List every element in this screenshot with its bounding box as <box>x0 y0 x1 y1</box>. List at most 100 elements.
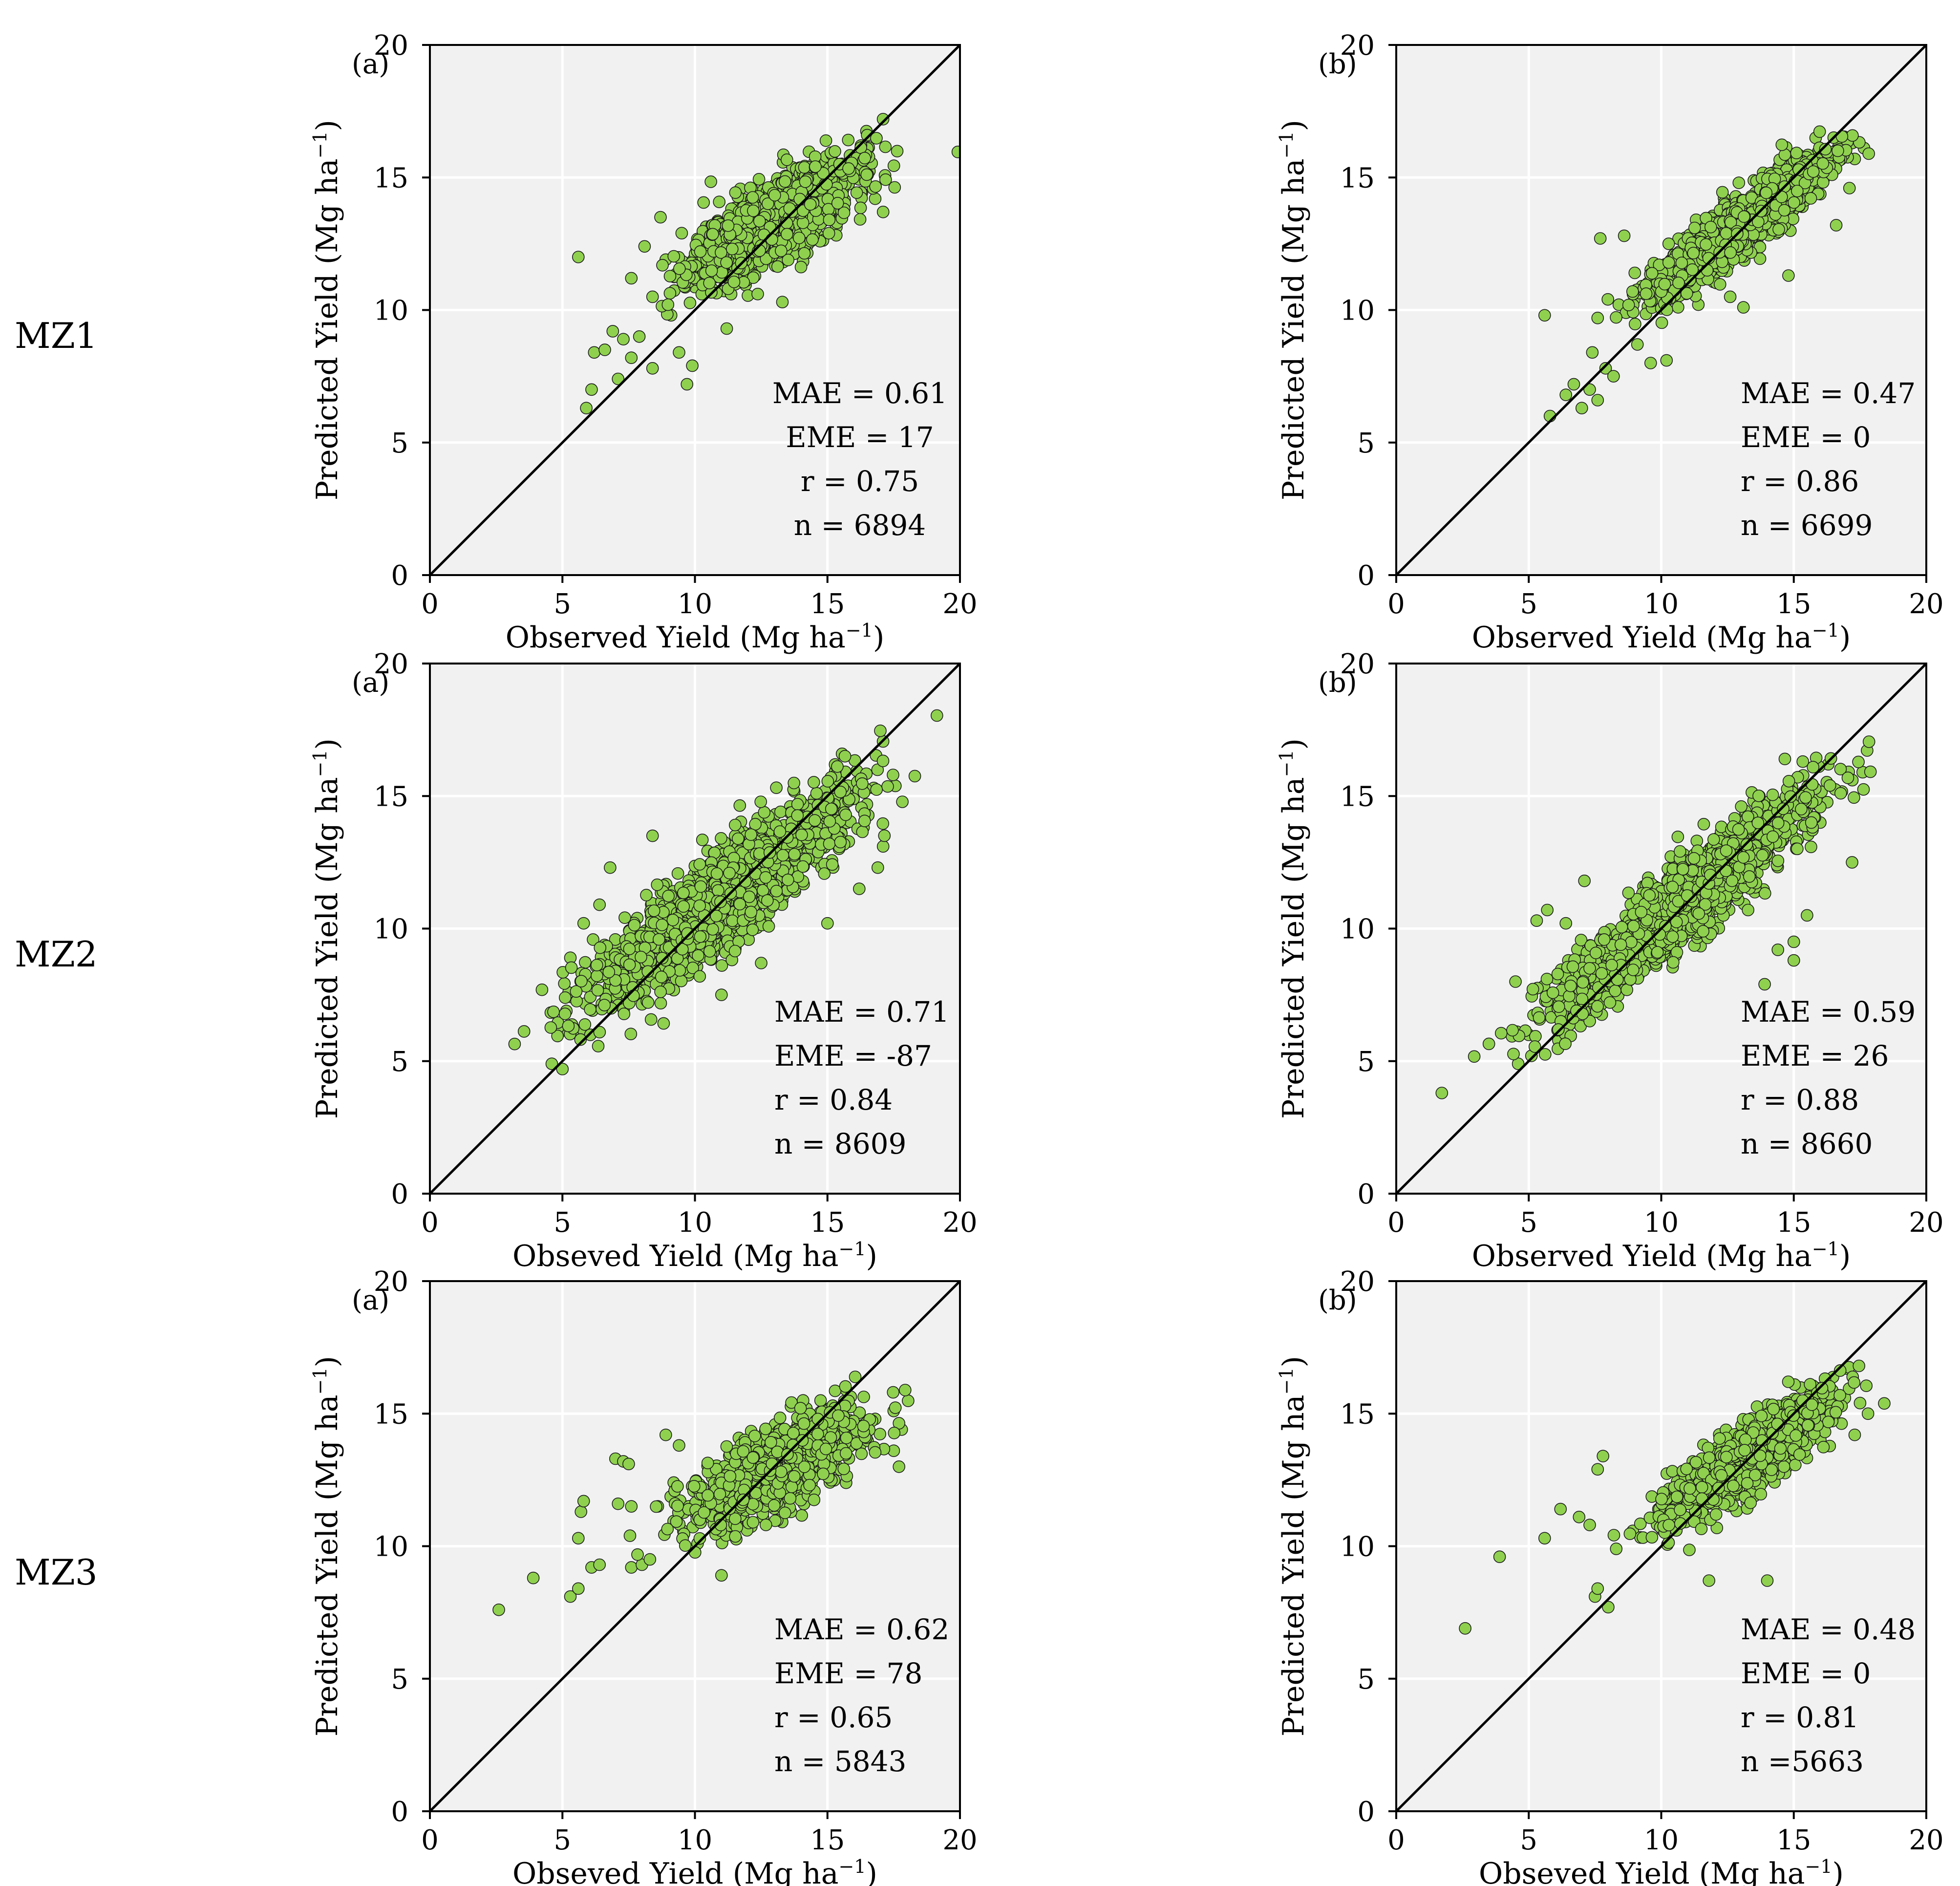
axis-label-text: Predicted Yield (Mg ha <box>1277 158 1311 500</box>
data-point <box>793 232 806 244</box>
data-point <box>793 193 806 206</box>
data-point <box>606 325 619 338</box>
data-point <box>609 974 622 987</box>
data-point <box>746 923 759 936</box>
y-tick-label: 20 <box>1340 30 1375 62</box>
data-point <box>745 828 757 841</box>
data-point <box>1790 147 1803 159</box>
data-point <box>1846 856 1858 869</box>
data-point <box>654 997 667 1009</box>
row-label-mz2: MZ2 <box>15 934 98 975</box>
data-point <box>876 754 890 768</box>
y-tick-label: 10 <box>1340 295 1375 327</box>
data-point <box>722 219 735 232</box>
data-point <box>697 196 710 209</box>
data-point <box>819 134 832 147</box>
data-point <box>1509 975 1522 988</box>
data-point <box>1772 223 1785 236</box>
stat-label: n = 6894 <box>794 509 926 542</box>
stat-label: MAE = 0.47 <box>1741 377 1916 410</box>
data-point <box>545 1057 558 1070</box>
data-point <box>908 770 921 783</box>
data-point <box>623 958 636 971</box>
data-point <box>771 260 784 273</box>
data-point <box>710 867 724 880</box>
x-axis-label: Observed Yield (Mg ha−1) <box>506 620 885 655</box>
data-point <box>1791 185 1804 197</box>
data-point <box>656 952 669 964</box>
panel-label: (a) <box>352 667 389 699</box>
data-point <box>776 849 789 862</box>
data-point <box>799 175 812 188</box>
data-point <box>794 260 808 274</box>
data-point <box>1672 277 1685 289</box>
data-point <box>729 186 742 199</box>
x-tick-label: 10 <box>678 588 712 620</box>
data-point <box>1672 301 1684 314</box>
x-tick-label: 0 <box>421 588 439 620</box>
data-point <box>647 904 660 917</box>
stat-label: MAE = 0.61 <box>772 377 947 410</box>
data-point <box>591 959 603 971</box>
data-point <box>822 227 835 240</box>
data-point <box>591 969 603 982</box>
data-point <box>666 914 680 926</box>
data-point <box>602 965 616 979</box>
data-point <box>1816 157 1830 170</box>
data-point <box>773 825 787 838</box>
data-point <box>686 962 699 974</box>
data-point <box>821 917 834 930</box>
data-point <box>623 943 636 955</box>
data-point <box>655 970 668 984</box>
data-point <box>598 999 611 1011</box>
data-point <box>593 1026 606 1039</box>
x-tick-label: 10 <box>1644 588 1679 620</box>
y-tick-label: 20 <box>374 30 408 62</box>
data-point <box>625 351 638 364</box>
data-point <box>788 848 801 861</box>
data-point <box>839 808 852 821</box>
data-points <box>1538 125 1875 423</box>
data-point <box>671 867 684 880</box>
data-point <box>951 146 960 158</box>
data-point <box>656 258 669 272</box>
data-point <box>881 780 894 793</box>
data-point <box>1594 232 1607 245</box>
data-point <box>635 950 647 964</box>
y-tick-label: 15 <box>1340 162 1375 194</box>
data-point <box>558 1007 572 1020</box>
data-point <box>544 1021 557 1034</box>
data-point <box>791 798 804 811</box>
data-point <box>592 1040 605 1052</box>
data-point <box>598 343 611 356</box>
data-point <box>1714 278 1726 291</box>
data-point <box>1807 165 1820 178</box>
data-point <box>871 763 884 776</box>
data-point <box>1846 129 1859 142</box>
data-point <box>570 985 583 998</box>
data-point <box>770 781 783 794</box>
x-tick-label: 20 <box>942 588 977 620</box>
data-point <box>762 920 775 933</box>
data-point <box>779 175 791 188</box>
data-point <box>1724 246 1737 259</box>
data-point <box>1704 220 1717 234</box>
data-point <box>617 333 630 346</box>
x-tick-label: 20 <box>942 1207 977 1239</box>
data-point <box>580 402 593 415</box>
data-point <box>745 905 758 919</box>
data-point <box>869 180 882 193</box>
axis-label-text: ) <box>866 1239 877 1273</box>
data-point <box>1771 943 1784 956</box>
data-point <box>693 899 706 912</box>
data-point <box>1530 914 1543 927</box>
data-point <box>663 287 677 300</box>
data-point <box>1805 840 1817 854</box>
data-point <box>856 777 869 790</box>
x-tick-label: 5 <box>554 588 571 620</box>
data-point <box>879 173 892 186</box>
y-axis-label: Predicted Yield (Mg ha−1) <box>309 738 344 1119</box>
data-point <box>675 227 688 240</box>
data-point <box>876 817 889 830</box>
